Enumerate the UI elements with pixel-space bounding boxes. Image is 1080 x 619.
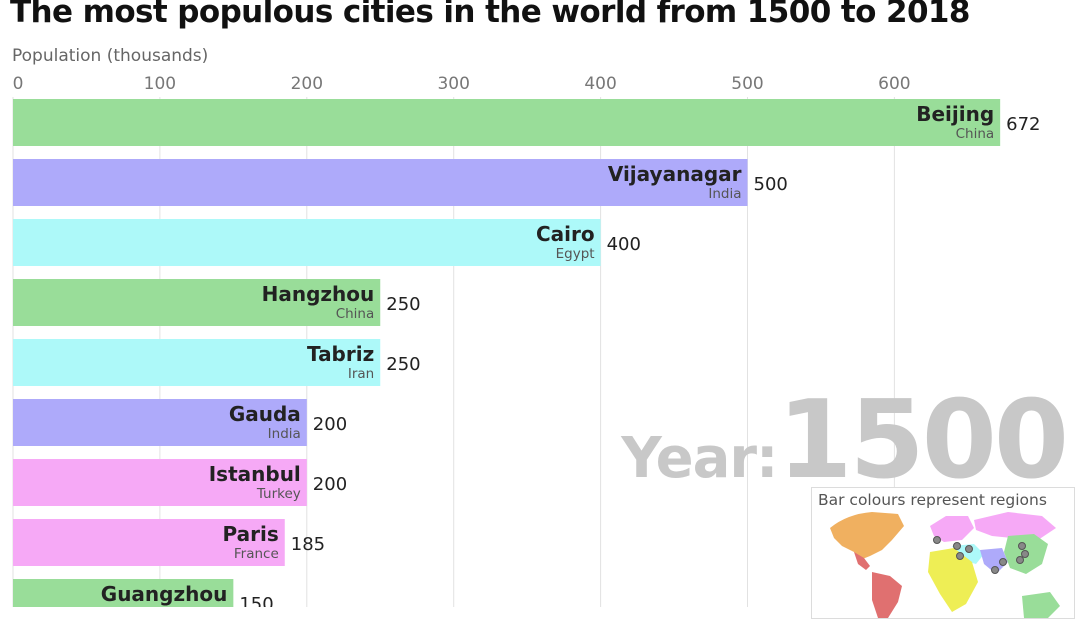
region-south-asia [980, 548, 1008, 574]
bar [13, 159, 748, 206]
bar [13, 339, 381, 386]
bar [13, 399, 307, 446]
map-marker [1016, 556, 1024, 564]
bar-value-label: 250 [386, 354, 420, 375]
bar-value-label: 250 [386, 294, 420, 315]
bar-city-label: Istanbul [209, 462, 301, 486]
bar-row: GuangzhouChina150 [13, 579, 274, 607]
bar-value-label: 150 [239, 594, 273, 607]
axis-label: Population (thousands) [12, 46, 209, 66]
map-marker [1021, 550, 1029, 558]
region-central-america [854, 552, 870, 570]
chart-title: The most populous cities in the world fr… [10, 0, 970, 30]
bar [13, 459, 307, 506]
bar-value-label: 200 [313, 474, 347, 495]
bar [13, 579, 234, 607]
bar-country-label: China [956, 126, 995, 142]
bar-city-label: Guangzhou [101, 582, 228, 606]
axis-ticks: 0 100 200 300 400 500 600 [13, 74, 911, 94]
region-north-america [830, 512, 904, 560]
bar-value-label: 200 [313, 414, 347, 435]
bar [13, 519, 285, 566]
bar-city-label: Hangzhou [262, 282, 375, 306]
map-marker [965, 545, 973, 553]
bar [13, 99, 1001, 146]
bar-city-label: Vijayanagar [608, 162, 742, 186]
tick-label: 500 [731, 74, 763, 94]
tick-label: 0 [13, 74, 24, 94]
tick-label: 200 [291, 74, 323, 94]
year-display: Year:1500 [621, 378, 1069, 503]
year-label: Year: [621, 426, 778, 491]
bar-value-label: 672 [1006, 114, 1040, 135]
bar-country-label: India [708, 186, 741, 202]
bar-city-label: Gauda [229, 402, 301, 426]
tick-label: 300 [437, 74, 469, 94]
bar-value-label: 185 [291, 534, 325, 555]
map-marker [991, 566, 999, 574]
tick-label: 400 [584, 74, 616, 94]
bar [13, 279, 381, 326]
bar-city-label: Tabriz [307, 342, 374, 366]
region-africa [928, 548, 978, 612]
world-map-icon [830, 512, 1060, 618]
bar [13, 219, 601, 266]
bar-country-label: France [234, 546, 279, 562]
region-legend: Bar colours represent regions [811, 487, 1075, 619]
bar-country-label: Iran [348, 366, 374, 382]
bar-country-label: India [268, 426, 301, 442]
bar-country-label: China [336, 306, 375, 322]
map-marker [953, 542, 961, 550]
bar-city-label: Paris [223, 522, 279, 546]
region-oceania [1022, 592, 1060, 618]
bar-city-label: Beijing [916, 102, 994, 126]
region-north-asia [974, 512, 1056, 540]
map-marker [933, 536, 941, 544]
region-middle-east [952, 544, 984, 564]
map-marker [1018, 542, 1026, 550]
bar-country-label: Turkey [256, 486, 301, 502]
map-marker [956, 552, 964, 560]
legend-title: Bar colours represent regions [818, 491, 1047, 509]
tick-label: 600 [878, 74, 910, 94]
region-europe [930, 516, 974, 542]
year-value: 1500 [777, 378, 1069, 503]
tick-label: 100 [144, 74, 176, 94]
region-south-america [872, 572, 902, 618]
map-marker [999, 558, 1007, 566]
bar-country-label: Egypt [556, 246, 595, 262]
bar-value-label: 400 [607, 234, 641, 255]
bar-city-label: Cairo [536, 222, 595, 246]
bar-value-label: 500 [754, 174, 788, 195]
